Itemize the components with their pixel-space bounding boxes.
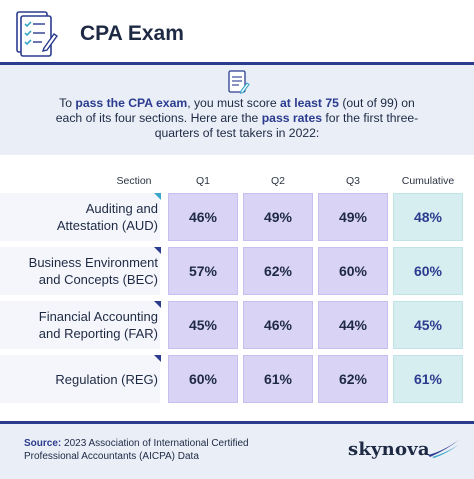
row-label-aud: Auditing and Attestation (AUD): [56, 201, 158, 233]
cell-far-q1: 45%: [168, 301, 238, 349]
column-header-cumulative: Cumulative: [401, 175, 455, 187]
intro-text: To pass the CPA exam, you must score at …: [55, 96, 419, 140]
column-header-section: Section: [116, 175, 152, 187]
footer: Source: 2023 Association of Internationa…: [0, 421, 474, 479]
column-header-q2: Q2: [270, 175, 285, 187]
table-row-bec: [0, 247, 160, 295]
intro-panel: To pass the CPA exam, you must score at …: [0, 65, 474, 155]
pass-rate-table: Section Q1 Q2 Q3 Cumulative Auditing and…: [0, 155, 474, 421]
cell-reg-q1: 60%: [168, 355, 238, 403]
row-corner-marker: [154, 247, 161, 254]
row-corner-marker: [154, 355, 161, 362]
footer-divider: [0, 421, 474, 424]
cell-bec-cumulative: 60%: [393, 247, 463, 295]
cell-far-q2: 46%: [243, 301, 313, 349]
header: CPA Exam: [0, 0, 474, 66]
cell-reg-cumulative: 61%: [393, 355, 463, 403]
column-header-q1: Q1: [195, 175, 210, 187]
table-row-reg: [0, 355, 160, 403]
column-header-q3: Q3: [345, 175, 360, 187]
cell-bec-q2: 62%: [243, 247, 313, 295]
row-label-reg: Regulation (REG): [55, 372, 158, 387]
skynova-logo: skynova: [348, 439, 430, 460]
table-row-aud: [0, 193, 160, 241]
skynova-swoosh-icon: [428, 439, 460, 458]
cell-bec-q3: 60%: [318, 247, 388, 295]
row-label-bec: Business Environment and Concepts (BEC): [28, 255, 158, 287]
source-note: Source: 2023 Association of Internationa…: [24, 438, 249, 462]
row-corner-marker: [154, 301, 161, 308]
highlight-pass-exam: pass the CPA exam: [75, 96, 188, 110]
table-row-far: [0, 301, 160, 349]
cell-aud-q1: 46%: [168, 193, 238, 241]
highlight-score: at least 75: [279, 96, 339, 110]
cell-far-cumulative: 45%: [393, 301, 463, 349]
cell-bec-q1: 57%: [168, 247, 238, 295]
cell-reg-q3: 62%: [318, 355, 388, 403]
checklist-clipboard-icon: [16, 11, 58, 57]
document-icon: [228, 70, 250, 94]
row-corner-marker: [154, 193, 161, 200]
cell-aud-q2: 49%: [243, 193, 313, 241]
row-label-far: Financial Accounting and Reporting (FAR): [38, 309, 158, 341]
cell-aud-cumulative: 48%: [393, 193, 463, 241]
header-divider: [0, 62, 474, 65]
cell-aud-q3: 49%: [318, 193, 388, 241]
highlight-pass-rates: pass rates: [261, 111, 323, 125]
cell-far-q3: 44%: [318, 301, 388, 349]
page-title: CPA Exam: [80, 22, 184, 45]
cell-reg-q2: 61%: [243, 355, 313, 403]
